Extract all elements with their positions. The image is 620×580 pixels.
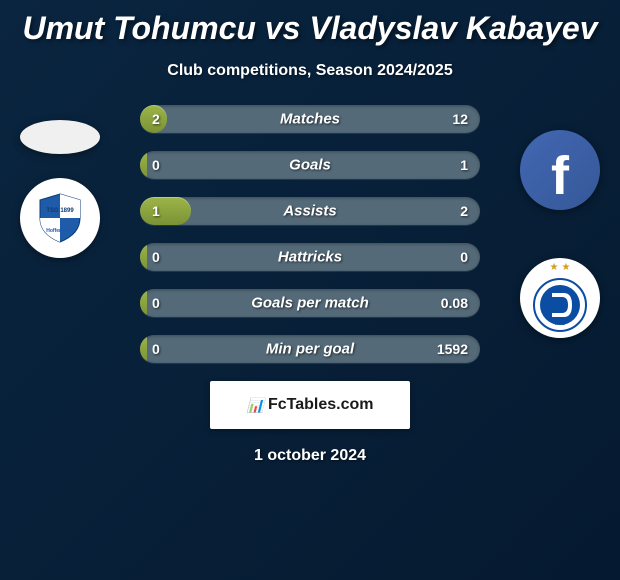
stat-label: Assists <box>283 203 336 220</box>
stat-value-right: 2 <box>460 203 468 219</box>
stat-value-right: 0 <box>460 249 468 265</box>
stat-row: 1 2 Assists <box>140 197 480 225</box>
stat-row: 0 1 Goals <box>140 151 480 179</box>
stat-row: 2 12 Matches <box>140 105 480 133</box>
stat-progress-bar: 0 1592 Min per goal <box>140 335 480 363</box>
stat-value-right: 1592 <box>437 341 468 357</box>
stat-progress-bar: 0 0 Hattricks <box>140 243 480 271</box>
stat-label: Goals per match <box>251 295 369 312</box>
date-label: 1 october 2024 <box>0 447 620 465</box>
infographic-container: Umut Tohumcu vs Vladyslav Kabayev Club c… <box>0 0 620 580</box>
stat-value-right: 12 <box>452 111 468 127</box>
stat-row: 0 0 Hattricks <box>140 243 480 271</box>
stat-progress-fill <box>140 289 147 317</box>
dynamo-stars: ★ ★ <box>550 262 571 273</box>
player-photo-left <box>20 120 100 154</box>
stat-progress-bar: 0 0.08 Goals per match <box>140 289 480 317</box>
star-icon: ★ <box>550 262 559 273</box>
stat-value-left: 0 <box>152 295 160 311</box>
club-crest-left: TSG 1899 Hoffenheim <box>20 178 100 258</box>
stat-value-left: 2 <box>152 111 160 127</box>
stat-progress-bar: 2 12 Matches <box>140 105 480 133</box>
svg-text:TSG 1899: TSG 1899 <box>46 208 74 214</box>
stat-value-right: 0.08 <box>441 295 468 311</box>
stat-progress-bar: 1 2 Assists <box>140 197 480 225</box>
stat-value-right: 1 <box>460 157 468 173</box>
comparison-title: Umut Tohumcu vs Vladyslav Kabayev <box>0 10 620 47</box>
stat-row: 0 1592 Min per goal <box>140 335 480 363</box>
facebook-icon: f <box>551 145 569 207</box>
svg-text:Hoffenheim: Hoffenheim <box>46 228 74 234</box>
fctables-label: FcTables.com <box>268 396 374 414</box>
fctables-branding[interactable]: 📊 FcTables.com <box>210 381 410 429</box>
stat-value-left: 0 <box>152 249 160 265</box>
season-subtitle: Club competitions, Season 2024/2025 <box>0 62 620 80</box>
stat-label: Matches <box>280 111 340 128</box>
stat-progress-bar: 0 1 Goals <box>140 151 480 179</box>
stat-progress-fill <box>140 335 147 363</box>
facebook-badge[interactable]: f <box>520 130 600 210</box>
stat-row: 0 0.08 Goals per match <box>140 289 480 317</box>
stat-value-left: 1 <box>152 203 160 219</box>
star-icon: ★ <box>562 262 571 273</box>
stat-label: Hattricks <box>278 249 342 266</box>
stat-value-left: 0 <box>152 157 160 173</box>
stat-label: Goals <box>289 157 331 174</box>
chart-icon: 📊 <box>247 397 264 414</box>
tsg-hoffenheim-icon: TSG 1899 Hoffenheim <box>32 190 88 246</box>
stat-progress-fill <box>140 151 147 179</box>
stat-progress-fill <box>140 243 147 271</box>
svg-text:київ: київ <box>555 321 565 327</box>
stat-value-left: 0 <box>152 341 160 357</box>
club-crest-right: ★ ★ київ <box>520 258 600 338</box>
stat-progress-fill <box>140 197 191 225</box>
stat-label: Min per goal <box>266 341 354 358</box>
dynamo-kyiv-icon: київ <box>530 275 590 335</box>
